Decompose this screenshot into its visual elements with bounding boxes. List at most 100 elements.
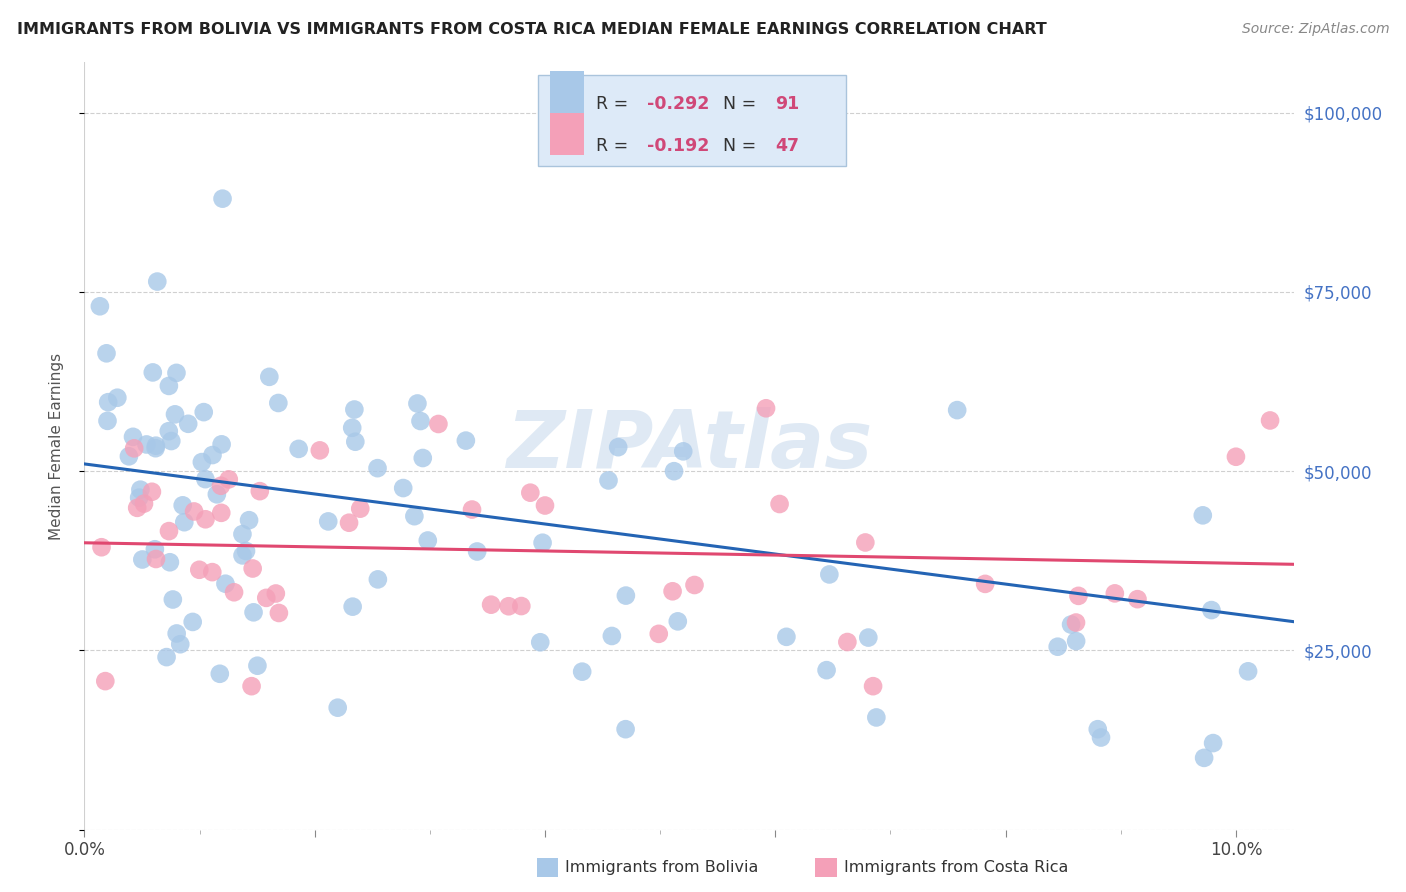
Point: [96, 346, 118, 360]
Text: Immigrants from Costa Rica: Immigrants from Costa Rica: [844, 861, 1069, 875]
Bar: [550, 113, 583, 155]
Point: [166, 626, 188, 640]
Point: [1201, 603, 1223, 617]
Point: [343, 402, 366, 417]
Point: [89, 299, 111, 313]
Point: [853, 535, 876, 549]
Point: [259, 369, 281, 384]
Point: [90, 540, 112, 554]
Point: [157, 524, 180, 538]
Point: [337, 516, 360, 530]
Point: [342, 599, 364, 614]
Point: [648, 627, 671, 641]
Point: [392, 481, 415, 495]
Point: [768, 497, 790, 511]
Point: [143, 542, 166, 557]
Point: [118, 450, 141, 464]
Point: [1202, 736, 1225, 750]
Text: N =: N =: [723, 137, 762, 155]
Point: [666, 615, 689, 629]
FancyBboxPatch shape: [538, 76, 846, 166]
Point: [249, 484, 271, 499]
Point: [1126, 592, 1149, 607]
Point: [135, 437, 157, 451]
Point: [194, 512, 217, 526]
Point: [683, 578, 706, 592]
Point: [267, 606, 290, 620]
Point: [194, 472, 217, 486]
Point: [1225, 450, 1247, 464]
Point: [412, 450, 434, 465]
Point: [191, 455, 214, 469]
Point: [238, 513, 260, 527]
Point: [1064, 634, 1087, 648]
Point: [128, 491, 150, 505]
Point: [218, 472, 240, 486]
Point: [1237, 665, 1260, 679]
Point: [454, 434, 477, 448]
Point: [367, 461, 389, 475]
Point: [146, 275, 169, 289]
Point: [858, 631, 880, 645]
Point: [173, 515, 195, 529]
Text: Source: ZipAtlas.com: Source: ZipAtlas.com: [1241, 22, 1389, 37]
Text: N =: N =: [723, 95, 762, 113]
Point: [183, 504, 205, 518]
Point: [316, 515, 339, 529]
Point: [1060, 617, 1083, 632]
Point: [1067, 589, 1090, 603]
Text: R =: R =: [596, 95, 634, 113]
Point: [246, 658, 269, 673]
Point: [235, 544, 257, 558]
Point: [534, 499, 557, 513]
Point: [169, 637, 191, 651]
Point: [531, 535, 554, 549]
Point: [142, 366, 165, 380]
Point: [209, 479, 232, 493]
Point: [755, 401, 778, 416]
Point: [267, 396, 290, 410]
Point: [818, 567, 841, 582]
Point: [205, 487, 228, 501]
Point: [129, 483, 152, 497]
Point: [162, 592, 184, 607]
Point: [529, 635, 551, 649]
Point: [201, 448, 224, 462]
Point: [427, 417, 450, 431]
Point: [211, 192, 233, 206]
Point: [208, 666, 231, 681]
Point: [157, 379, 180, 393]
Point: [193, 405, 215, 419]
Point: [461, 502, 484, 516]
Point: [342, 421, 364, 435]
Point: [122, 430, 145, 444]
Point: [141, 484, 163, 499]
Point: [157, 424, 180, 438]
Point: [166, 366, 188, 380]
Point: [211, 437, 233, 451]
Text: ZIPAtlas: ZIPAtlas: [506, 407, 872, 485]
Bar: [550, 71, 583, 113]
Point: [326, 700, 349, 714]
Point: [308, 443, 330, 458]
Point: [97, 395, 120, 409]
Point: [344, 434, 367, 449]
Point: [600, 629, 623, 643]
Point: [409, 414, 432, 428]
Point: [254, 591, 277, 605]
Point: [946, 403, 969, 417]
Point: [145, 441, 167, 455]
Point: [672, 444, 695, 458]
Point: [188, 563, 211, 577]
Point: [209, 506, 232, 520]
Point: [1191, 508, 1213, 523]
Point: [598, 474, 620, 488]
Point: [155, 650, 177, 665]
Point: [837, 635, 859, 649]
Point: [416, 533, 439, 548]
Point: [479, 598, 502, 612]
Text: R =: R =: [596, 137, 634, 155]
Point: [231, 549, 253, 563]
Point: [1258, 413, 1281, 427]
Point: [775, 630, 797, 644]
